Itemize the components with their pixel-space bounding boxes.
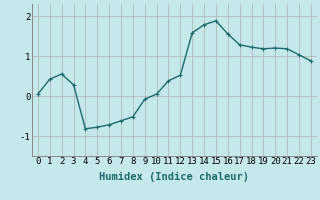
X-axis label: Humidex (Indice chaleur): Humidex (Indice chaleur) [100, 172, 249, 182]
